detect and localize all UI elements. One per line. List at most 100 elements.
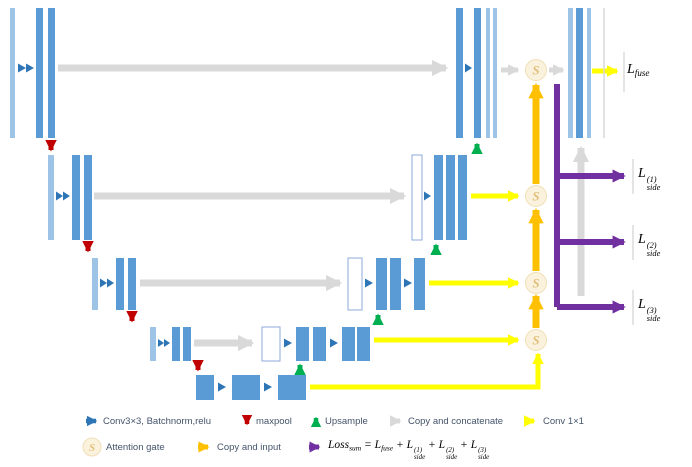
formula-t2: L — [406, 439, 414, 451]
formula-t3-scripts: (2) side — [446, 447, 457, 462]
formula-t3-sup: (2) — [446, 446, 455, 454]
legend-label-conv: Conv3×3, Batchnorm,relu — [103, 416, 211, 427]
l-side1-sup: (1) — [646, 174, 657, 184]
attention-gate-2 — [525, 185, 547, 207]
output-label-l-side1: L (1) side — [638, 166, 660, 193]
legend-label-upsample: Upsample — [325, 416, 368, 427]
feature-bar — [10, 8, 15, 138]
formula-plus1: + — [393, 439, 407, 451]
feature-bar — [48, 155, 54, 240]
feature-bar — [150, 327, 156, 361]
conv-arrow-icon — [18, 63, 26, 73]
attention-gate-3 — [525, 272, 547, 294]
conv-arrow-icon — [330, 338, 338, 348]
legend-label-maxpool: maxpool — [256, 416, 292, 427]
feature-bar — [48, 8, 55, 138]
feature-bar — [493, 8, 497, 138]
decoder-level-3 — [347, 257, 425, 325]
legend-label-copy-concat: Copy and concatenate — [408, 416, 504, 427]
legend-icons: S — [82, 415, 536, 457]
feature-bar — [196, 375, 214, 400]
feature-bar — [486, 8, 490, 138]
conv-arrow-icon — [365, 278, 373, 288]
attention-gate-glyph: S — [532, 63, 539, 78]
attention-gate-1 — [525, 59, 547, 81]
encoder-level-4 — [126, 311, 191, 361]
formula-t3-sub: side — [446, 454, 458, 462]
conv-arrow-icon — [465, 63, 472, 73]
attention-gate-glyph: S — [532, 189, 539, 204]
l-side2-sup: (2) — [646, 240, 657, 250]
formula-t4-sup: (3) — [478, 446, 487, 454]
feature-bar — [357, 327, 370, 361]
bottleneck-level-5 — [192, 360, 306, 400]
feature-bar — [342, 327, 355, 361]
formula-t2-sub: side — [414, 454, 426, 462]
output-label-l-fuse: Lfuse — [627, 62, 649, 78]
conv1x1-arrow-level5 — [310, 352, 544, 390]
l-side1-base: L — [638, 166, 646, 181]
formula-t4: L — [470, 439, 478, 451]
conv-arrow-icon — [100, 278, 107, 288]
formula-plus3: + — [457, 439, 471, 451]
formula-t1-sub: fuse — [381, 443, 394, 453]
upsampled-feature-box — [261, 326, 281, 362]
feature-bar — [72, 155, 80, 240]
l-side3-sup: (3) — [646, 305, 657, 315]
decoder-level-2 — [411, 154, 467, 255]
decoder-level-4 — [261, 326, 370, 375]
formula-t3: L — [438, 439, 446, 451]
encoder-level-3 — [82, 241, 136, 310]
loss-formula: Losssum = Lfuse + L (1) side + L (2) side + … — [328, 439, 489, 461]
upsampled-feature-box — [347, 257, 363, 311]
skip-connections — [58, 59, 590, 352]
conv-arrow-icon — [164, 339, 170, 347]
feature-bar — [36, 8, 43, 138]
conv1x1-connectors — [310, 65, 619, 390]
feature-bar — [183, 327, 191, 361]
loss-routing — [554, 84, 626, 314]
feature-bar — [278, 375, 306, 400]
feature-bar — [458, 155, 467, 240]
attention-gate-4 — [525, 329, 547, 351]
feature-bar — [446, 155, 455, 240]
conv-arrow-icon — [424, 191, 431, 201]
feature-bar — [434, 155, 443, 240]
conv-arrow-icon — [26, 63, 34, 73]
formula-t4-scripts: (3) side — [478, 447, 489, 462]
feature-bar — [92, 258, 98, 310]
conv-arrow-icon — [284, 338, 292, 348]
feature-bar — [390, 258, 401, 310]
formula-lhs: Loss — [328, 439, 350, 451]
formula-t1: L — [374, 439, 382, 451]
conv-arrow-icon — [107, 278, 114, 288]
feature-bar — [414, 258, 425, 310]
output-label-l-side2: L (2) side — [638, 232, 660, 259]
feature-bar — [232, 375, 260, 400]
fuse-block — [549, 8, 605, 138]
legend-label-attention: Attention gate — [106, 442, 165, 453]
l-side2-sub: side — [646, 249, 661, 259]
feature-bar — [296, 327, 309, 361]
feature-bar — [172, 327, 180, 361]
legend-attention-gate-icon — [82, 437, 102, 457]
decoder-level-1 — [456, 8, 520, 154]
l-side2-scripts: (2) side — [646, 240, 661, 260]
l-fuse-sub: fuse — [634, 68, 650, 79]
legend-label-conv1x1: Conv 1×1 — [543, 416, 584, 427]
feature-bar — [568, 8, 573, 138]
conv-arrow-icon — [63, 191, 70, 201]
l-side3-scripts: (3) side — [646, 305, 661, 325]
l-side3-sub: side — [646, 314, 661, 324]
feature-bar — [116, 258, 124, 310]
l-side1-scripts: (1) side — [646, 174, 661, 194]
feature-bar — [376, 258, 387, 310]
attention-gate-glyph: S — [532, 333, 539, 348]
attention-gate-glyph: S — [532, 276, 539, 291]
encoder-level-2 — [45, 140, 92, 240]
formula-t2-sup: (1) — [414, 446, 423, 454]
attention-gates: S S S S — [525, 59, 547, 351]
feature-bar — [456, 8, 463, 138]
feature-bar — [313, 327, 326, 361]
